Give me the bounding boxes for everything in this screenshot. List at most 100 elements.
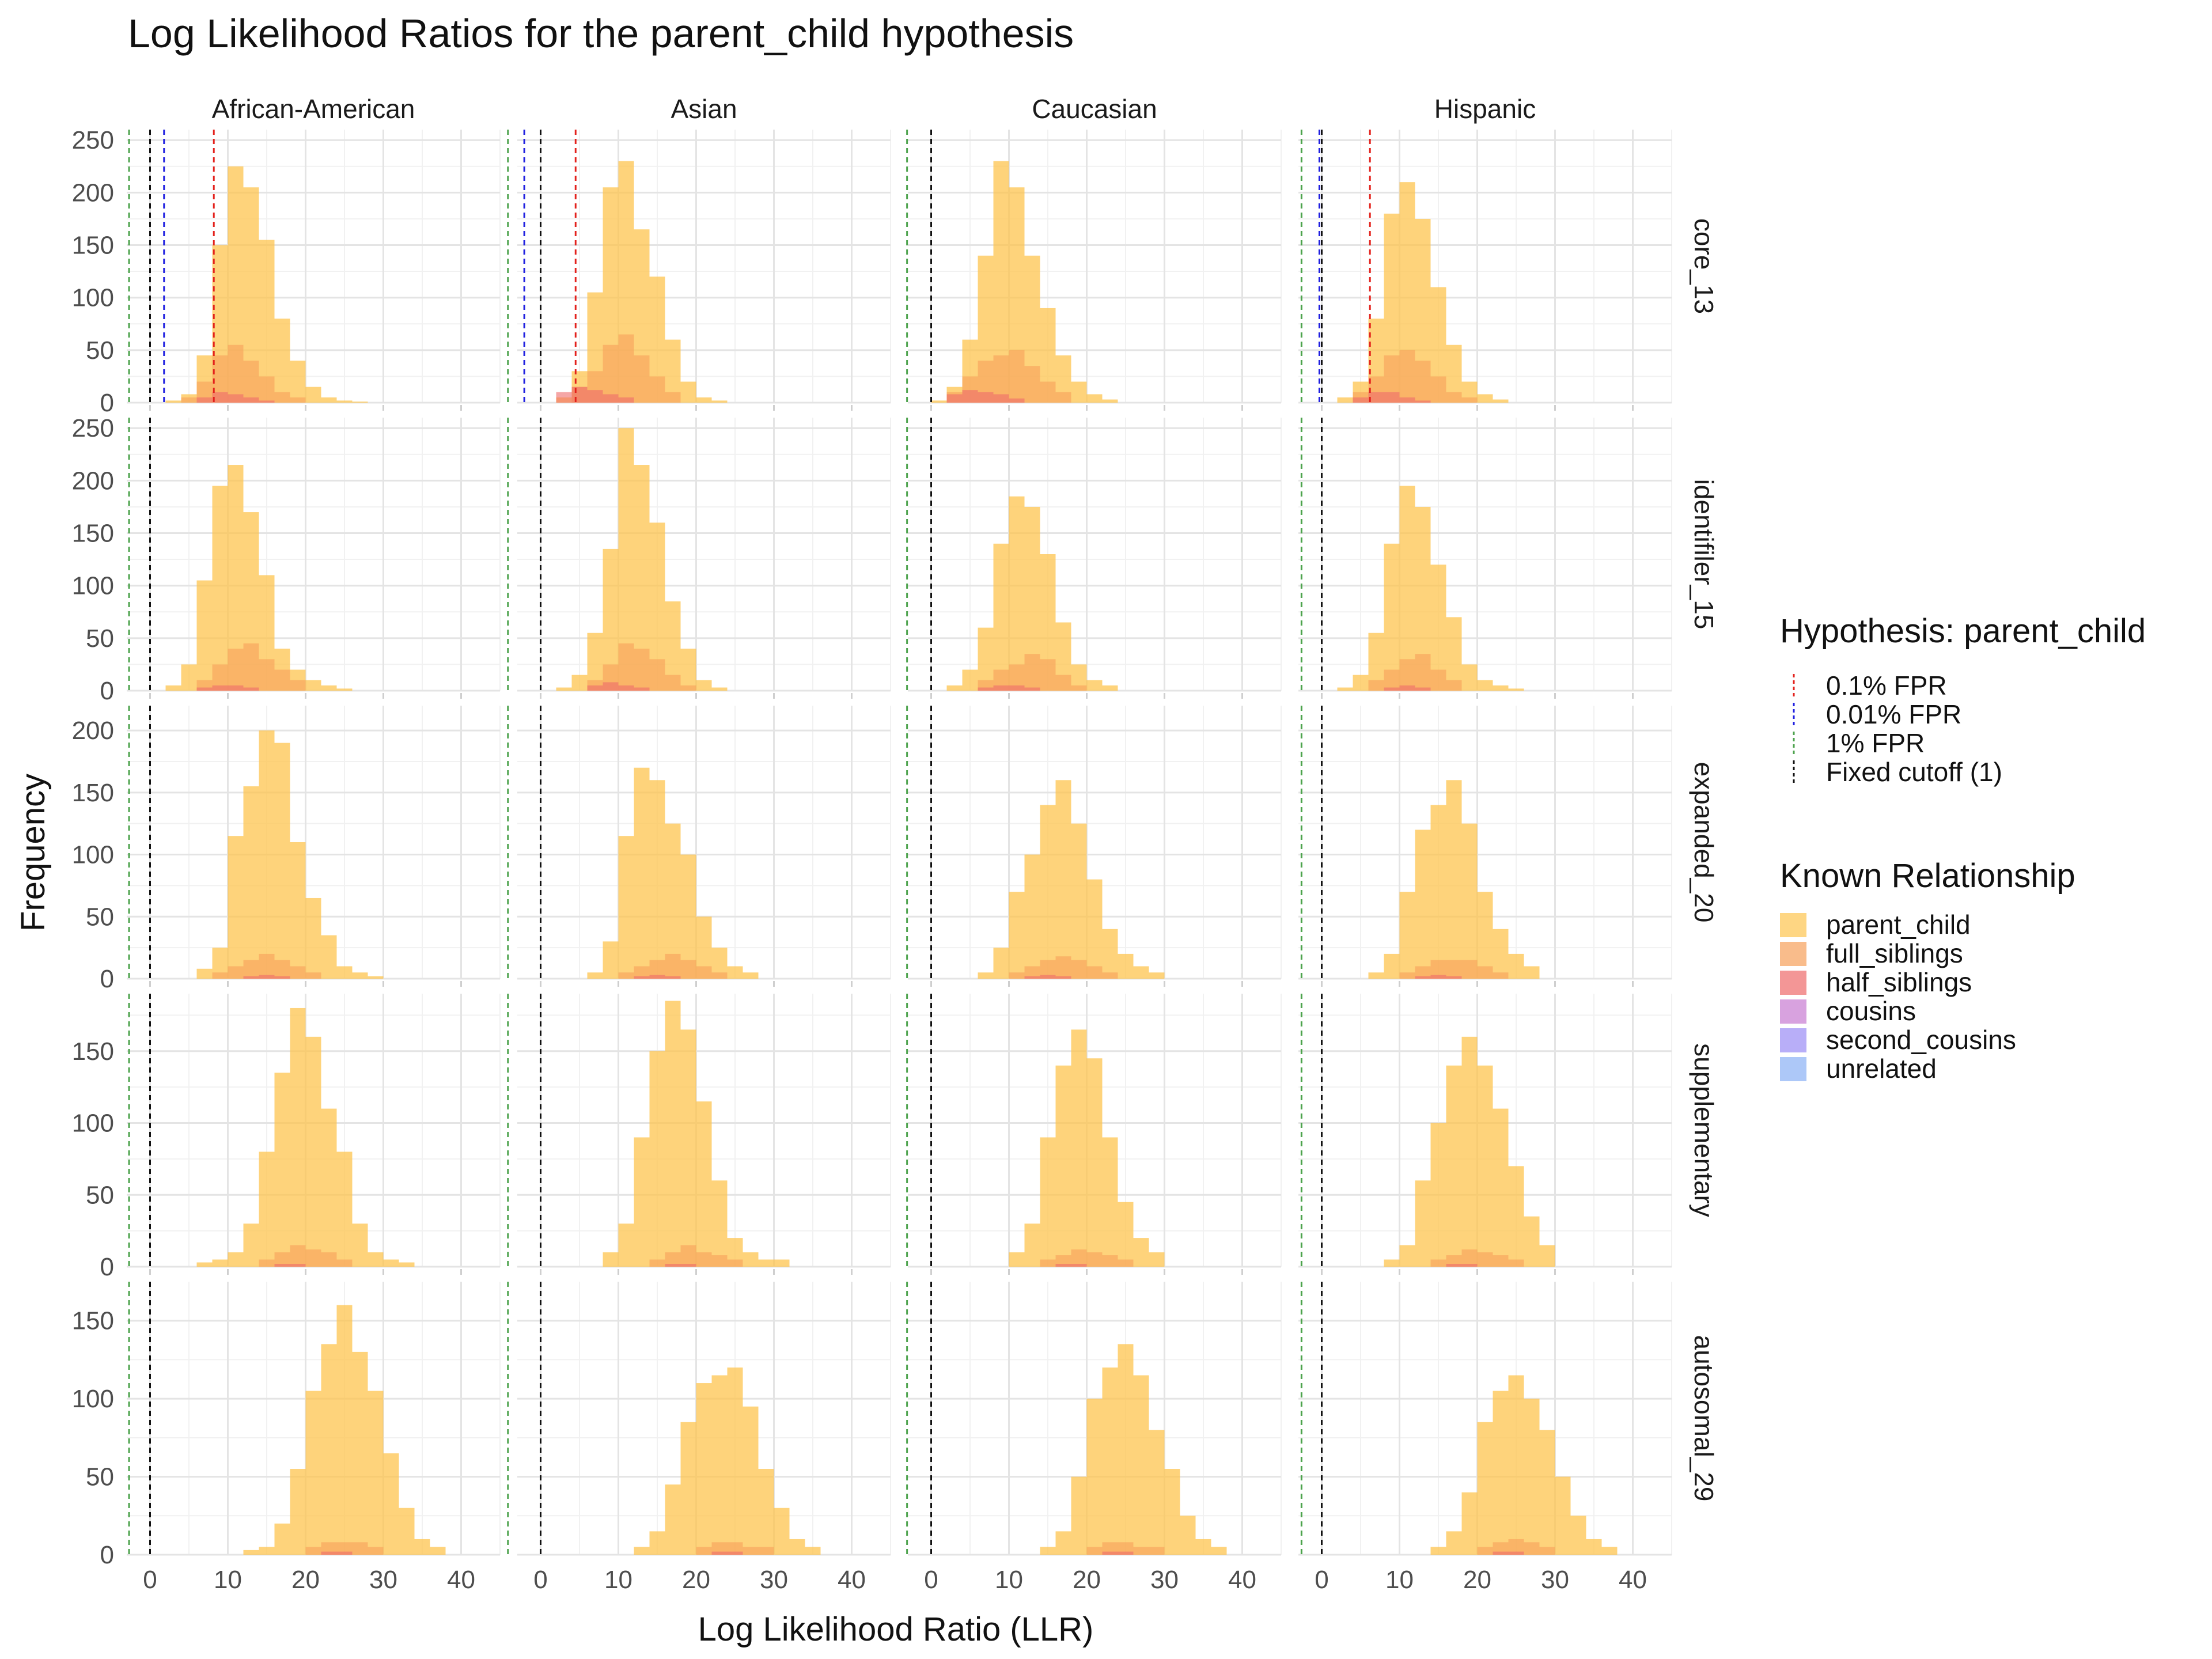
hist-bar-half_siblings — [680, 1264, 696, 1267]
hist-bar-half_siblings — [962, 390, 978, 403]
x-axis-label: Log Likelihood Ratio (LLR) — [698, 1611, 1094, 1648]
hist-bar-half_siblings — [196, 687, 213, 691]
hist-bar-parent_child — [274, 743, 290, 979]
facet-panels — [127, 130, 1672, 1556]
panel-autosomal-29-african-american — [127, 1282, 501, 1556]
panel-autosomal-29-caucasian — [906, 1282, 1282, 1556]
hist-bar-full_siblings — [290, 1245, 306, 1267]
y-tick-label: 0 — [100, 965, 114, 993]
y-tick-label: 100 — [72, 284, 114, 312]
hist-bar-parent_child — [165, 400, 181, 403]
hist-bar-parent_child — [1399, 486, 1415, 691]
y-tick-label: 50 — [86, 624, 114, 653]
y-tick-label: 50 — [86, 1181, 114, 1209]
hist-bar-full_siblings — [1118, 1259, 1134, 1267]
hist-bar-half_siblings — [1415, 400, 1431, 403]
hist-bar-parent_child — [805, 1547, 821, 1555]
hist-bar-half_siblings — [1384, 392, 1400, 403]
hist-bar-parent_child — [603, 1252, 619, 1267]
hist-bar-parent_child — [711, 687, 728, 691]
x-tick-label: 30 — [760, 1566, 788, 1594]
legend-swatch-cousins — [1780, 999, 1806, 1024]
hist-bar-parent_child — [634, 1547, 650, 1555]
hist-bar-full_siblings — [305, 1547, 321, 1555]
hist-bar-parent_child — [1195, 1539, 1211, 1555]
hist-bar-parent_child — [587, 972, 603, 979]
hist-bar-full_siblings — [1133, 1547, 1149, 1555]
hist-bar-full_siblings — [290, 397, 306, 403]
hist-bar-parent_child — [259, 240, 275, 403]
hist-bar-parent_child — [1086, 680, 1103, 691]
hist-bar-parent_child — [1055, 780, 1071, 979]
hist-bar-parent_child — [774, 1508, 790, 1555]
hist-bar-parent_child — [1118, 953, 1134, 979]
hist-bar-parent_child — [1524, 966, 1540, 979]
hist-bar-full_siblings — [1461, 397, 1478, 403]
hist-bar-half_siblings — [978, 392, 994, 403]
hist-bar-parent_child — [680, 381, 696, 403]
cutoff-legend-title: Hypothesis: parent_child — [1780, 612, 2146, 650]
y-tick-label: 200 — [72, 179, 114, 207]
legend-label-half-siblings: half_siblings — [1826, 967, 1972, 997]
hist-bar-parent_child — [1337, 687, 1353, 691]
hist-bar-parent_child — [352, 1224, 368, 1267]
hist-bar-half_siblings — [649, 975, 665, 979]
legend-label-full-siblings: full_siblings — [1826, 938, 1963, 968]
hist-bar-parent_child — [212, 486, 228, 691]
hist-bar-parent_child — [1071, 1029, 1087, 1267]
hist-bar-parent_child — [696, 680, 712, 691]
hist-bar-full_siblings — [1461, 960, 1478, 979]
legend-swatch-unrelated — [1780, 1057, 1806, 1081]
hist-bar-parent_child — [305, 897, 321, 979]
hist-bar-full_siblings — [336, 1259, 353, 1267]
hist-bar-parent_child — [1493, 1391, 1509, 1555]
hist-bar-half_siblings — [1415, 687, 1431, 691]
hist-bar-half_siblings — [665, 1264, 681, 1267]
y-tick-label: 0 — [100, 1541, 114, 1569]
hist-bar-half_siblings — [587, 685, 603, 691]
hist-bar-parent_child — [665, 1484, 681, 1555]
hist-bar-parent_child — [665, 1001, 681, 1267]
hist-bar-parent_child — [1086, 394, 1103, 403]
hist-bar-half_siblings — [274, 1264, 290, 1267]
hist-bar-full_siblings — [321, 1252, 337, 1267]
legend-swatch-half-siblings — [1780, 971, 1806, 995]
hist-bar-parent_child — [1102, 1367, 1118, 1555]
hist-bar-parent_child — [1118, 1202, 1134, 1267]
hist-bar-parent_child — [1477, 1422, 1493, 1555]
hist-bar-parent_child — [649, 1531, 665, 1555]
hist-bar-parent_child — [556, 687, 572, 691]
hist-bar-half_siblings — [665, 976, 681, 979]
hist-bar-parent_child — [1539, 1245, 1555, 1267]
hist-bar-parent_child — [321, 685, 337, 691]
hist-bar-full_siblings — [181, 397, 197, 403]
hist-bar-full_siblings — [274, 392, 290, 403]
hist-bar-parent_child — [711, 1375, 728, 1555]
hist-bar-full_siblings — [1086, 1547, 1103, 1555]
panel-core-13-hispanic — [1298, 130, 1672, 404]
y-tick-label: 250 — [72, 126, 114, 154]
legend-label-1-fpr: 1% FPR — [1826, 728, 1925, 758]
hist-bar-parent_child — [696, 1101, 712, 1267]
panel-core-13-african-american — [127, 130, 501, 404]
panel-autosomal-29-asian — [507, 1282, 891, 1556]
hist-bar-half_siblings — [1102, 1551, 1118, 1555]
hist-bar-parent_child — [1477, 394, 1493, 403]
hist-bar-parent_child — [696, 1383, 712, 1555]
column-strip-asian: Asian — [671, 94, 737, 124]
hist-bar-full_siblings — [1009, 350, 1025, 403]
hist-bar-full_siblings — [274, 669, 290, 691]
hist-bar-full_siblings — [1024, 366, 1040, 403]
hist-bar-full_siblings — [259, 953, 275, 979]
row-strip-expanded-20: expanded_20 — [1689, 762, 1719, 923]
hist-bar-parent_child — [993, 543, 1009, 691]
hist-bar-full_siblings — [1430, 376, 1446, 403]
hist-bar-parent_child — [1149, 1252, 1165, 1267]
hist-bar-parent_child — [1524, 1216, 1540, 1267]
hist-bar-full_siblings — [711, 972, 728, 979]
hist-bar-half_siblings — [259, 400, 275, 403]
hist-bar-half_siblings — [1353, 397, 1369, 403]
hist-bar-full_siblings — [1055, 392, 1071, 403]
hist-bar-full_siblings — [1055, 675, 1071, 691]
hist-bar-parent_child — [1086, 879, 1103, 979]
